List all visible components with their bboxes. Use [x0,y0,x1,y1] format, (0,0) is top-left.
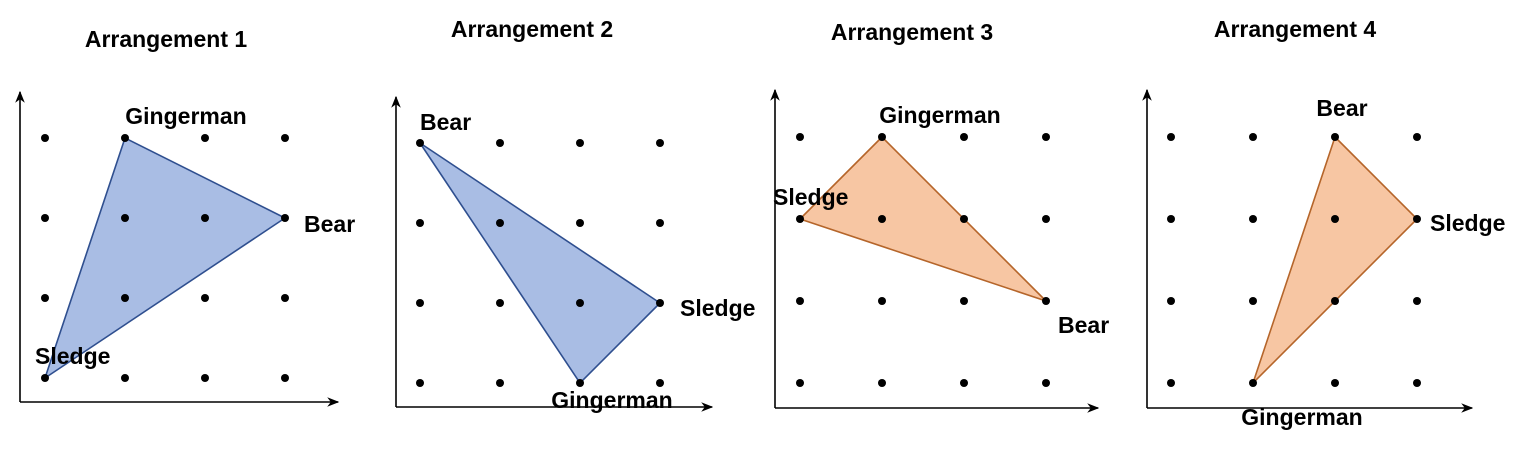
panel-title: Arrangement 3 [831,19,993,45]
grid-dot [656,379,664,387]
grid-dot [1042,215,1050,223]
vertex-label-bear: Bear [1058,312,1109,338]
grid-dot [960,215,968,223]
triangle [44,137,286,379]
grid-dot [1042,133,1050,141]
grid-dot [41,374,49,382]
grid-dot [576,139,584,147]
grid-dot [1331,379,1339,387]
grid-dot [201,374,209,382]
vertex-label-gingerman: Gingerman [125,103,246,129]
grid-dot [496,299,504,307]
vertex-label-sledge: Sledge [1430,210,1505,236]
grid-dots [416,139,664,387]
vertex-label-bear: Bear [420,109,471,135]
vertex-label-bear: Bear [304,211,355,237]
grid-dot [416,219,424,227]
grid-dot [201,294,209,302]
grid-dot [281,134,289,142]
grid-dot [1331,215,1339,223]
grid-dot [496,379,504,387]
grid-dot [576,379,584,387]
grid-dot [796,297,804,305]
grid-dot [796,215,804,223]
panel-title: Arrangement 4 [1214,16,1377,42]
grid-dot [960,297,968,305]
triangle [799,136,1047,302]
grid-dot [656,219,664,227]
grid-dots [796,133,1050,387]
grid-dot [1413,215,1421,223]
grid-dot [201,214,209,222]
panel-arrangement-4: Arrangement 4 Bear Sledge Gingerman [1142,16,1505,430]
grid-dot [1042,297,1050,305]
grid-dot [656,139,664,147]
grid-dot [1331,133,1339,141]
grid-dots [41,134,289,382]
vertex-label-sledge: Sledge [35,343,110,369]
grid-dot [281,374,289,382]
grid-dot [1167,215,1175,223]
grid-dot [1249,379,1257,387]
panel-title: Arrangement 1 [85,26,248,52]
triangle [1252,136,1418,384]
grid-dot [121,374,129,382]
vertex-label-bear: Bear [1316,95,1367,121]
vertex-label-gingerman: Gingerman [551,387,672,413]
grid-dot [796,379,804,387]
grid-dot [656,299,664,307]
grid-dot [1167,297,1175,305]
grid-dot [41,134,49,142]
grid-dot [416,379,424,387]
triangle [419,142,661,384]
grid-dot [1249,133,1257,141]
grid-dot [1167,379,1175,387]
grid-dot [1249,215,1257,223]
vertex-label-sledge: Sledge [680,295,755,321]
grid-dot [576,299,584,307]
grid-dot [1167,133,1175,141]
grid-dot [41,294,49,302]
grid-dot [121,134,129,142]
grid-dot [201,134,209,142]
grid-dot [416,139,424,147]
grid-dot [496,139,504,147]
grid-dot [878,215,886,223]
grid-dot [796,133,804,141]
grid-dot [1331,297,1339,305]
grid-dot [960,379,968,387]
vertex-label-gingerman: Gingerman [1241,404,1362,430]
vertex-label-gingerman: Gingerman [879,102,1000,128]
grid-dot [281,214,289,222]
grid-dot [496,219,504,227]
panel-arrangement-2: Arrangement 2 Bear Sledge Gingerman [391,16,755,413]
grid-dot [121,214,129,222]
grid-dot [416,299,424,307]
grid-dot [1413,379,1421,387]
panel-arrangement-1: Arrangement 1 Gingerman Bear Sledge [15,26,355,407]
grid-dot [960,133,968,141]
vertex-label-sledge: Sledge [773,184,848,210]
panel-arrangement-3: Arrangement 3 Gingerman Sledge Bear [770,19,1109,413]
grid-dot [576,219,584,227]
grid-dot [1249,297,1257,305]
grid-dot [878,297,886,305]
grid-dot [41,214,49,222]
grid-dot [281,294,289,302]
grid-dot [1042,379,1050,387]
panel-title: Arrangement 2 [451,16,613,42]
grid-dot [1413,297,1421,305]
grid-dot [878,379,886,387]
grid-dot [1413,133,1421,141]
grid-dots [1167,133,1421,387]
grid-dot [878,133,886,141]
grid-dot [121,294,129,302]
